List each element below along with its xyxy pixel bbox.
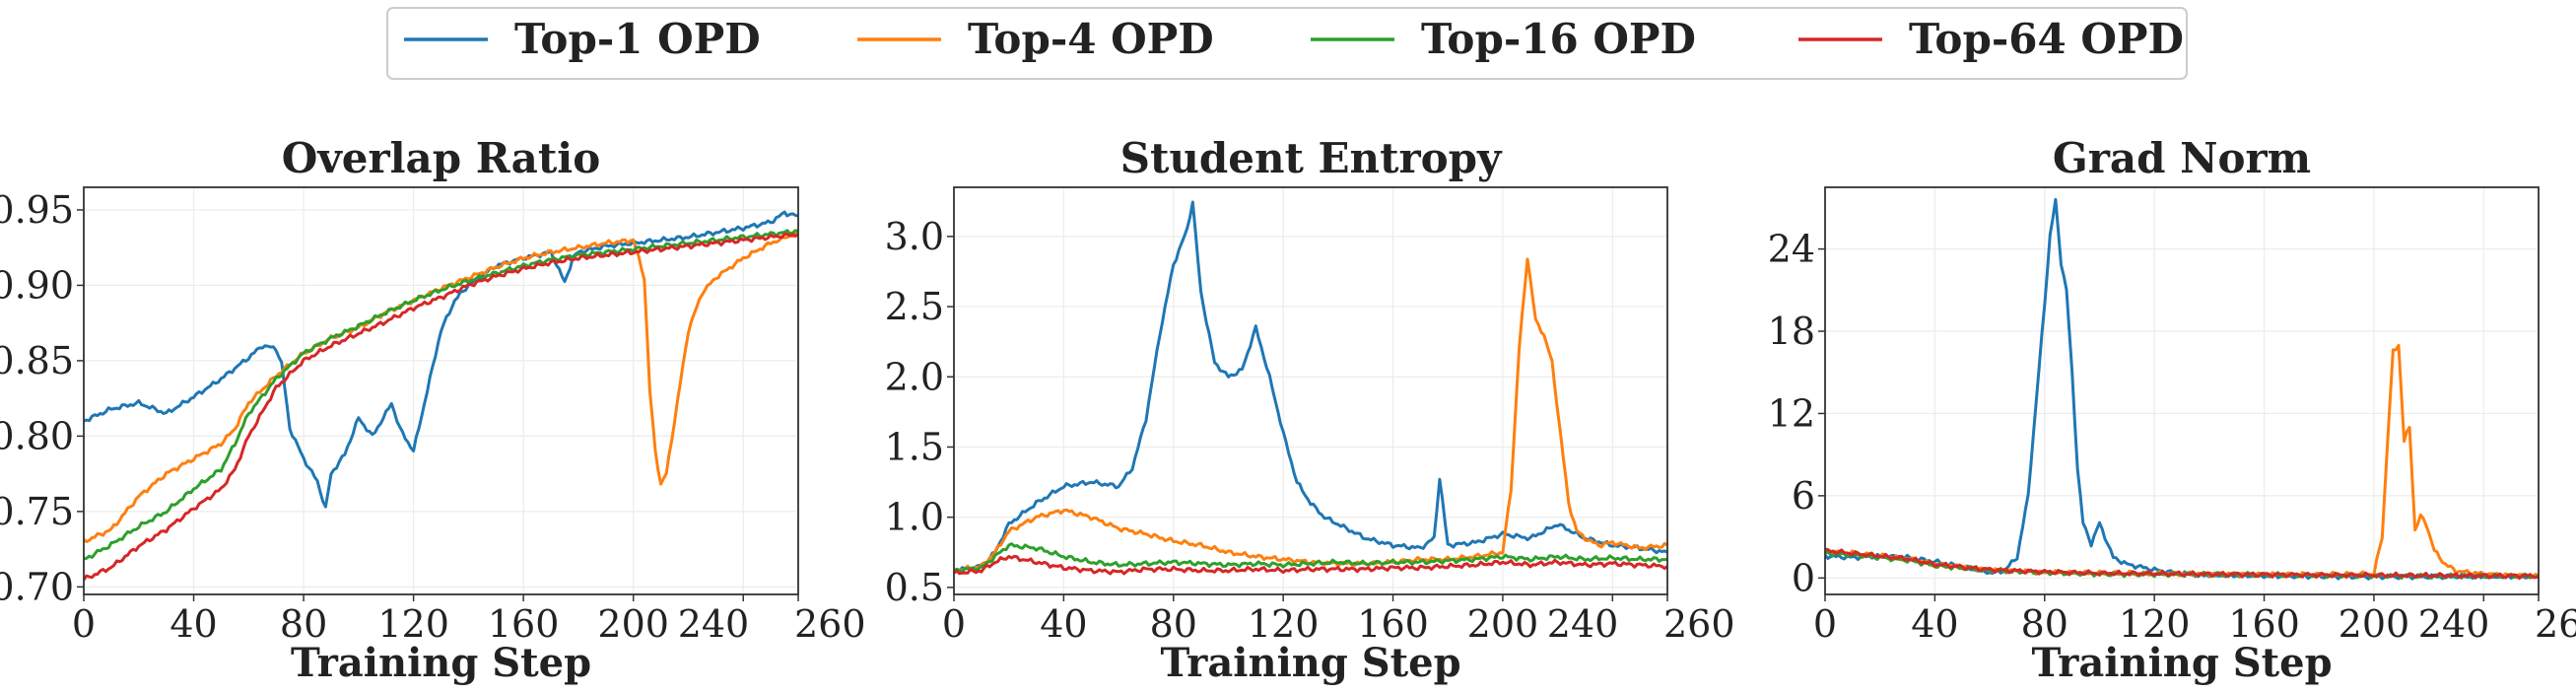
x-tick-label: 260 — [2535, 602, 2576, 646]
legend: Top-1 OPD Top-4 OPD Top-16 OPD Top-64 OPD — [386, 7, 2188, 80]
y-tick-label: 0.80 — [0, 414, 74, 457]
series-group — [84, 210, 798, 582]
x-tick-label: 200 — [1467, 602, 1539, 646]
x-tick-label: 160 — [2228, 602, 2300, 646]
x-tick-label: 260 — [794, 602, 866, 646]
y-tick-label: 0.5 — [885, 566, 944, 609]
x-tick-label: 40 — [169, 602, 217, 646]
legend-label: Top-4 OPD — [968, 15, 1214, 63]
plot-frame — [1824, 186, 2540, 595]
legend-frame — [386, 7, 2188, 80]
y-tick-label: 1.5 — [885, 425, 944, 468]
x-tick-label: 40 — [1911, 602, 1958, 646]
series-line — [954, 200, 1667, 574]
x-tick-label: 160 — [488, 602, 560, 646]
x-tick-label: 0 — [1813, 602, 1837, 646]
x-tick-label: 120 — [1248, 602, 1320, 646]
x-tick-label: 80 — [2021, 602, 2068, 646]
y-tick-label: 12 — [1768, 391, 1815, 435]
x-axis-label: Training Step — [1160, 640, 1460, 686]
x-tick-label: 120 — [2119, 602, 2191, 646]
series-line — [954, 542, 1667, 574]
x-axis-label: Training Step — [2031, 640, 2332, 686]
series-line — [84, 232, 798, 582]
y-tick-label: 24 — [1768, 228, 1815, 271]
x-tick-label: 0 — [942, 602, 966, 646]
plot-frame — [953, 186, 1668, 595]
series-group — [954, 200, 1667, 576]
y-tick-label: 0.85 — [0, 339, 74, 382]
y-tick-label: 0 — [1792, 556, 1815, 599]
x-tick-label: 40 — [1040, 602, 1087, 646]
series-line — [1825, 343, 2539, 580]
y-tick-label: 2.5 — [885, 285, 944, 328]
y-tick-label: 18 — [1768, 310, 1815, 353]
series-line — [1825, 197, 2539, 581]
x-tick-label: 120 — [377, 602, 449, 646]
x-tick-label: 240 — [678, 602, 750, 646]
x-tick-label: 0 — [72, 602, 96, 646]
x-tick-label: 240 — [1547, 602, 1619, 646]
y-tick-label: 0.90 — [0, 263, 74, 307]
x-tick-label: 240 — [2418, 602, 2490, 646]
y-tick-label: 3.0 — [885, 215, 944, 258]
chart-title: Grad Norm — [2053, 134, 2311, 182]
legend-label: Top-64 OPD — [1909, 15, 2184, 63]
chart-panel: 0 40 80 120 160 200 240 260 0.5 1.0 1.5 2.0 2.5 3.0 St… — [885, 134, 1735, 686]
series-line — [84, 231, 798, 543]
chart-panels: 0 40 80 120 160 200 240 2600.700.750.800.850.90… — [0, 134, 2576, 686]
x-tick-label: 160 — [1357, 602, 1429, 646]
plot-frame — [83, 186, 799, 595]
chart-title: Overlap Ratio — [282, 134, 600, 182]
x-tick-label: 80 — [1150, 602, 1197, 646]
series-line — [954, 554, 1667, 576]
x-axis-label: Training Step — [291, 640, 591, 686]
y-tick-label: 0.70 — [0, 565, 74, 608]
y-tick-label: 1.0 — [885, 496, 944, 539]
x-tick-label: 200 — [2339, 602, 2410, 646]
y-tick-label: 0.75 — [0, 490, 74, 533]
series-line — [1825, 547, 2539, 581]
chart-panel: 0 40 80 120 160 200 240 260 0.70 0.75 0.80 0.85 0.90… — [0, 134, 866, 686]
x-tick-label: 260 — [1663, 602, 1735, 646]
y-tick-label: 2.0 — [885, 355, 944, 398]
chart-title: Student Entropy — [1120, 134, 1503, 182]
series-group — [1825, 197, 2539, 581]
series-line — [84, 210, 798, 509]
series-line — [84, 229, 798, 561]
legend-label: Top-16 OPD — [1421, 15, 1696, 63]
y-tick-label: 0.95 — [0, 188, 74, 232]
y-tick-label: 6 — [1792, 474, 1815, 518]
legend-label: Top-1 OPD — [514, 15, 761, 63]
x-tick-label: 80 — [280, 602, 327, 646]
x-tick-label: 200 — [597, 602, 669, 646]
